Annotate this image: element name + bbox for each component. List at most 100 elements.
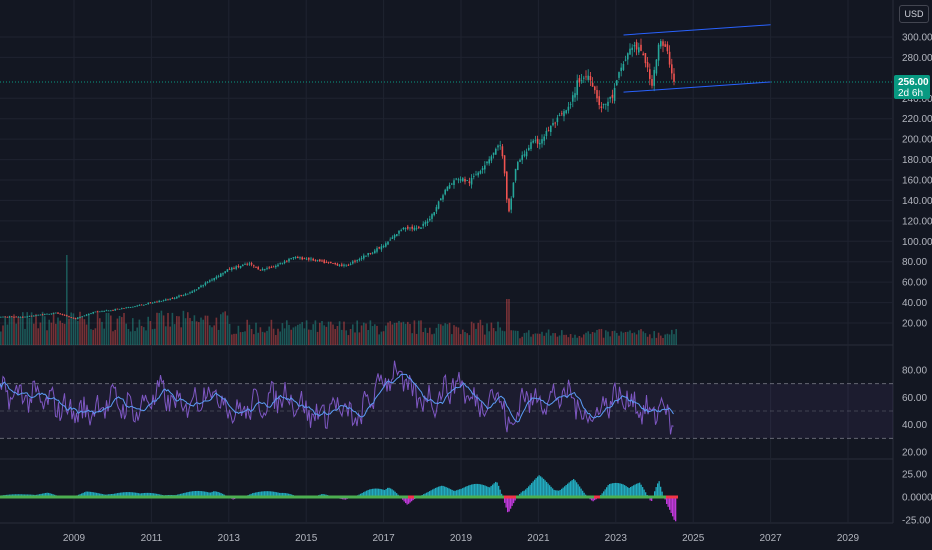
candle-body <box>57 312 59 314</box>
histo-bar <box>537 476 539 497</box>
histo-bar <box>367 489 369 497</box>
channel-lines[interactable] <box>623 24 771 93</box>
candle-body <box>189 292 191 294</box>
y-tick-label: 80.00 <box>902 257 927 268</box>
volume-bar <box>77 320 79 345</box>
candle-body <box>121 308 123 310</box>
candle-body <box>490 156 493 161</box>
zero-line-segment <box>582 495 588 499</box>
zero-line-segment <box>384 495 390 499</box>
histo-bar <box>604 489 606 497</box>
histo-bar <box>649 497 651 501</box>
candle-body <box>539 142 541 145</box>
candle-body <box>171 298 174 299</box>
candle-body <box>319 259 321 262</box>
histo-bar <box>477 483 479 497</box>
zero-line-segment <box>606 495 612 499</box>
volume-bar <box>420 320 422 345</box>
histo-bar <box>193 491 195 497</box>
candle-body <box>497 145 499 148</box>
zero-line-segment <box>492 495 498 499</box>
candle-body <box>356 260 358 262</box>
volume-bar <box>224 311 226 345</box>
candle-body <box>178 295 180 297</box>
volume-bar <box>33 323 35 345</box>
volume-bar <box>55 323 57 345</box>
volume-bar <box>187 312 189 345</box>
volume-bar <box>211 327 213 345</box>
candle-body <box>525 151 528 157</box>
histo-bar <box>603 491 605 497</box>
histo-bar <box>639 482 641 497</box>
volume-bar <box>248 324 251 345</box>
volume-bar <box>158 312 160 345</box>
x-tick-label: 2015 <box>295 533 318 544</box>
candle-body <box>349 264 352 265</box>
volume-bar <box>305 320 308 345</box>
histo-bar <box>366 490 368 497</box>
histo-bar <box>273 491 275 497</box>
histo-bar <box>562 487 564 497</box>
zero-line-segment <box>126 495 132 499</box>
volume-bar <box>222 312 224 345</box>
candle-body <box>611 94 614 98</box>
volume-bar <box>107 312 110 345</box>
histo-bar <box>190 491 192 497</box>
candle-body <box>358 259 361 261</box>
zero-line-segment <box>228 495 234 499</box>
volume-bar <box>468 335 471 345</box>
histo-bar <box>141 493 143 497</box>
candle-body <box>455 178 457 180</box>
histo-bar <box>426 492 428 497</box>
zero-line-segment <box>480 495 486 499</box>
volume-bar <box>543 335 545 345</box>
histo-bar <box>42 493 44 497</box>
candle-body <box>369 252 372 254</box>
histo-bar <box>546 481 548 497</box>
histo-bar <box>433 488 435 497</box>
histo-bar <box>558 490 560 497</box>
volume-bar <box>376 325 378 345</box>
histo-bar <box>673 497 675 520</box>
histo-bar <box>540 476 542 497</box>
volume-bar <box>228 323 231 345</box>
volume-bar <box>116 318 119 345</box>
zero-line-segment <box>588 495 594 499</box>
histo-bar <box>430 490 432 497</box>
histo-bar <box>484 485 486 497</box>
volume-bar <box>499 327 501 345</box>
histo-bar <box>123 492 125 497</box>
candle-body <box>224 271 226 274</box>
volume-bar <box>156 312 158 345</box>
volume-bar <box>202 319 204 345</box>
histo-bar <box>561 488 563 497</box>
volume-bar <box>297 324 299 345</box>
zero-line-segment <box>630 495 636 499</box>
currency-button[interactable]: USD <box>899 5 929 23</box>
candle-body <box>37 314 39 316</box>
histo-bar <box>85 491 87 497</box>
volume-bar <box>633 332 636 345</box>
candle-body <box>156 301 158 303</box>
channel-line <box>623 81 771 93</box>
candle-body <box>173 298 176 299</box>
volume-bar <box>415 333 418 345</box>
volume-bar <box>354 332 356 345</box>
histo-bar <box>486 486 488 497</box>
candle-body <box>308 257 310 260</box>
candle-body <box>275 265 277 268</box>
volume-bar <box>46 330 48 345</box>
candle-body <box>268 267 270 269</box>
candle-body <box>521 155 523 161</box>
histo-bar <box>498 485 500 497</box>
histo-bar <box>214 491 216 497</box>
histo-bar <box>672 497 674 517</box>
volume-bar <box>402 321 405 345</box>
volume-bar <box>312 324 314 345</box>
candle-body <box>323 260 325 263</box>
zero-line-segment <box>426 495 432 499</box>
candle-body <box>530 142 532 149</box>
candle-body <box>198 287 200 289</box>
volume-bar <box>264 332 266 345</box>
